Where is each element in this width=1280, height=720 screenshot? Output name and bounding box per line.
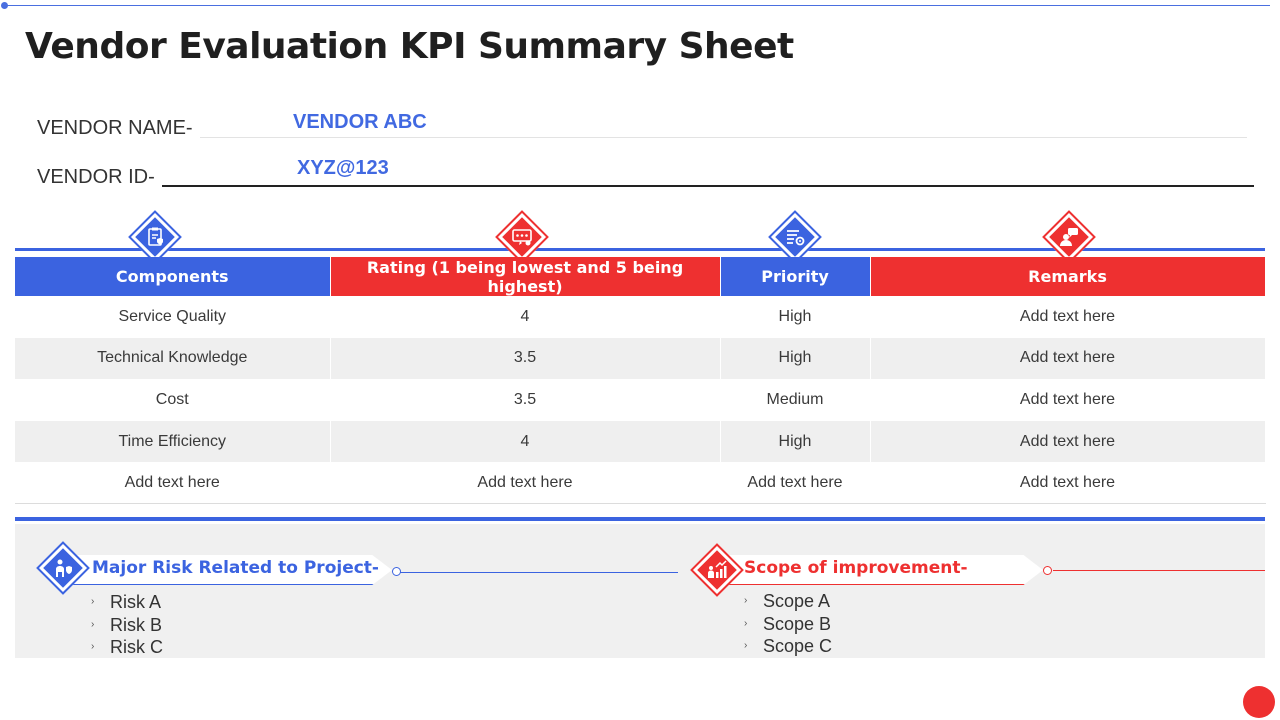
kpi-table: Components Rating (1 being lowest and 5 … [15, 257, 1266, 505]
clipboard-shield-icon [128, 210, 182, 264]
list-item: › Risk B [91, 614, 163, 637]
vendor-name-value[interactable]: VENDOR ABC [293, 111, 427, 133]
scope-item: Scope C [763, 636, 833, 656]
cell-rating: 3.5 [330, 379, 721, 421]
cell-priority: High [720, 296, 871, 338]
cell-remarks[interactable]: Add text here [870, 462, 1266, 505]
priority-list-gear-icon [768, 210, 822, 264]
risk-section-title: Major Risk Related to Project- [92, 558, 379, 578]
cell-remarks[interactable]: Add text here [870, 420, 1266, 463]
cell-component: Cost [15, 379, 331, 421]
person-shield-icon [36, 541, 90, 595]
chevron-right-icon: › [744, 640, 748, 651]
bottom-panel [15, 524, 1265, 658]
cell-component: Service Quality [15, 296, 331, 338]
chevron-right-icon: › [744, 617, 748, 629]
scope-connector-dot [1043, 566, 1052, 575]
risk-connector-line [398, 572, 678, 573]
list-item: › Risk C [91, 636, 163, 659]
table-row: Technical Knowledge 3.5 High Add text he… [15, 337, 1266, 380]
table-header-row: Components Rating (1 being lowest and 5 … [15, 257, 1266, 296]
column-header-components: Components [15, 257, 331, 296]
column-header-remarks: Remarks [870, 257, 1266, 296]
column-header-rating: Rating (1 being lowest and 5 being highe… [330, 257, 721, 296]
chevron-right-icon: › [91, 596, 95, 607]
table-bottom-bar [15, 517, 1265, 521]
table-row: Time Efficiency 4 High Add text here [15, 420, 1266, 463]
cell-priority[interactable]: Add text here [720, 462, 871, 505]
scope-item: Scope B [763, 613, 832, 634]
cell-rating[interactable]: Add text here [330, 462, 721, 505]
cell-remarks[interactable]: Add text here [870, 337, 1266, 380]
risk-connector-dot [392, 567, 401, 576]
vendor-name-label: VENDOR NAME- [37, 117, 193, 139]
list-item: › Scope A [744, 590, 832, 613]
growth-chart-people-icon [690, 543, 744, 597]
list-item: › Scope B [744, 613, 832, 636]
scope-list: › Scope A › Scope B › Scope C [744, 590, 832, 658]
vendor-id-underline [162, 185, 1254, 187]
cell-priority: High [720, 420, 871, 463]
scope-title-tab [718, 555, 1043, 585]
scope-item: Scope A [763, 591, 831, 611]
table-row: Cost 3.5 Medium Add text here [15, 379, 1266, 421]
rating-stars-icon [495, 210, 549, 264]
table-row: Service Quality 4 High Add text here [15, 296, 1266, 338]
chevron-right-icon: › [91, 618, 95, 630]
table-top-bar [15, 248, 1265, 251]
top-divider-line [6, 5, 1270, 6]
cell-component: Technical Knowledge [15, 337, 331, 380]
vendor-id-value[interactable]: XYZ@123 [297, 157, 389, 179]
chevron-right-icon: › [744, 595, 748, 606]
cell-priority: High [720, 337, 871, 380]
vendor-id-label: VENDOR ID- [37, 166, 155, 188]
cell-component: Time Efficiency [15, 420, 331, 463]
risk-item: Risk C [110, 637, 163, 657]
cell-rating: 3.5 [330, 337, 721, 380]
list-item: › Scope C [744, 635, 832, 658]
cell-rating: 4 [330, 296, 721, 338]
top-line-dot [1, 2, 8, 9]
risk-item: Risk A [110, 592, 162, 612]
chevron-right-icon: › [91, 641, 95, 652]
corner-red-dot [1243, 686, 1275, 718]
cell-priority: Medium [720, 379, 871, 421]
cell-rating: 4 [330, 420, 721, 463]
column-header-priority: Priority [720, 257, 871, 296]
cell-component[interactable]: Add text here [15, 462, 331, 505]
table-row: Add text here Add text here Add text her… [15, 462, 1266, 505]
scope-section-title: Scope of improvement- [744, 558, 968, 578]
remarks-speech-icon [1042, 210, 1096, 264]
vendor-name-underline [200, 137, 1247, 138]
scope-connector-line [1053, 570, 1265, 571]
cell-remarks[interactable]: Add text here [870, 296, 1266, 338]
risk-item: Risk B [110, 614, 163, 635]
list-item: › Risk A [91, 591, 163, 614]
page-title: Vendor Evaluation KPI Summary Sheet [25, 26, 794, 67]
cell-remarks[interactable]: Add text here [870, 379, 1266, 421]
risk-list: › Risk A › Risk B › Risk C [91, 591, 163, 659]
risk-title-tab [62, 555, 392, 585]
